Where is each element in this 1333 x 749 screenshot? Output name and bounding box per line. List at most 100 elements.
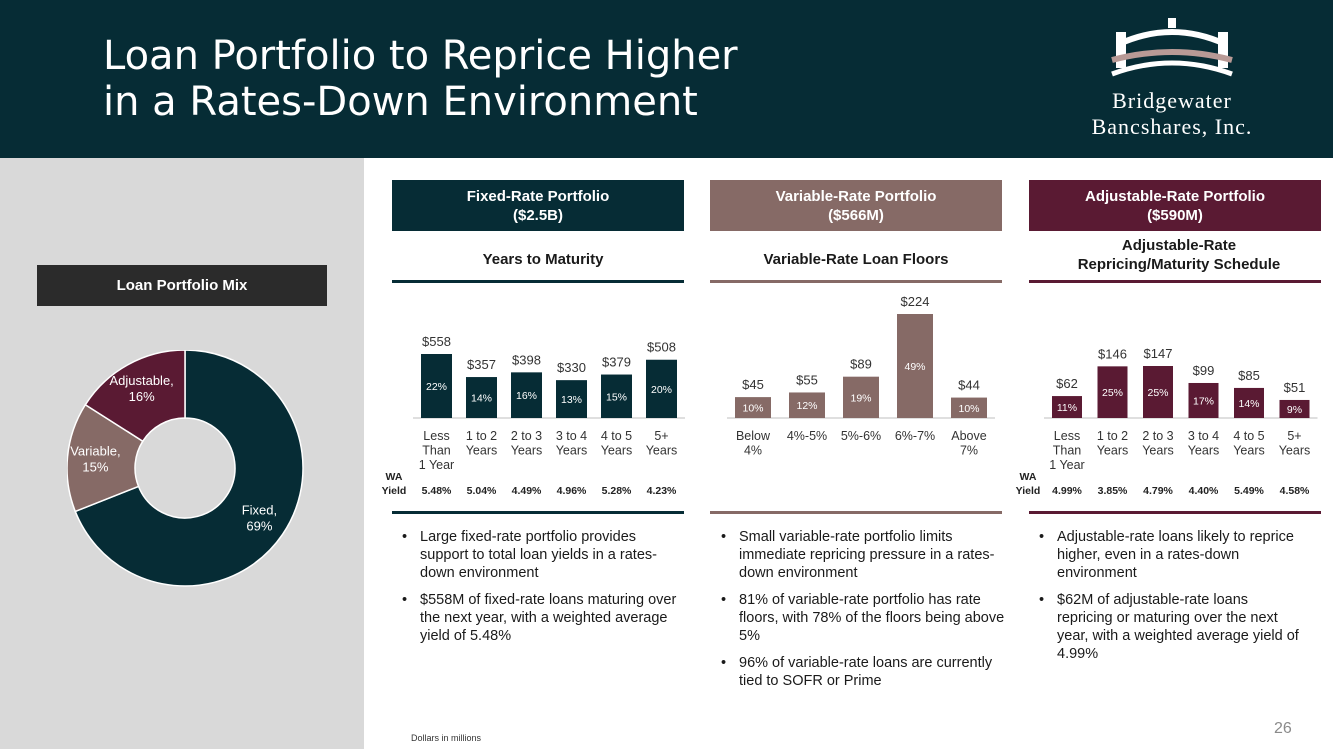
donut-label-adjustable-pct: 16% [129,389,155,404]
fixed-category-label-5-1: Years [646,444,678,458]
fixed-pct-label-5: 20% [651,384,672,396]
adjustable-value-label-3: $99 [1193,363,1215,378]
variable-bullet-3: 96% of variable-rate loans are currently… [719,654,1005,690]
variable-pct-label-2: 19% [850,392,871,404]
fixed-bar-5 [646,359,677,418]
adjustable-wa-label-line-2: Yield [1016,485,1041,497]
donut-slice-variable [67,403,144,513]
fixed-bar-2 [511,372,542,418]
fixed-category-label-0-0: Less [423,429,449,443]
variable-category-label-0-1: 4% [744,444,762,458]
donut-label-adjustable-name: Adjustable, [109,373,173,388]
adjustable-category-label-1-1: Years [1097,444,1129,458]
fixed-category-label-5-0: 5+ [654,429,668,443]
variable-value-label-3: $224 [901,294,930,309]
variable-bar-4 [951,397,987,418]
adjustable-category-label-5-0: 5+ [1287,429,1301,443]
adjustable-yield-2: 4.79% [1143,485,1173,497]
logo-line-2: Bancshares, Inc. [1091,114,1253,139]
fixed-category-label-2-1: Years [511,444,543,458]
variable-bar-2 [843,376,879,418]
variable-pct-label-1: 12% [796,400,817,412]
variable-bar-0 [735,397,771,418]
adjustable-value-label-0: $62 [1056,376,1078,391]
fixed-category-label-4-0: 4 to 5 [601,429,632,443]
adjustable-value-label-5: $51 [1284,380,1306,395]
donut-label-variable-name: Variable, [70,444,120,459]
variable-category-label-0-0: Below [736,429,771,443]
donut-slice-adjustable [84,350,186,443]
fixed-category-label-1-0: 1 to 2 [466,429,497,443]
variable-value-label-2: $89 [850,357,872,372]
fixed-top-rule [392,280,684,283]
adjustable-bottom-rule [1029,511,1321,514]
variable-bottom-rule [710,511,1002,514]
header-band: Loan Portfolio to Reprice Higher in a Ra… [0,0,1333,158]
variable-category-label-3-0: 6%-7% [895,429,935,443]
donut-label-fixed-name: Fixed, [242,503,277,518]
fixed-value-label-3: $330 [557,360,586,375]
adjustable-bar-4 [1234,387,1264,418]
fixed-yield-3: 4.96% [557,485,587,497]
fixed-value-label-1: $357 [467,357,496,372]
page-title: Loan Portfolio to Reprice Higher in a Ra… [103,33,738,125]
fixed-category-label-1-1: Years [466,444,498,458]
fixed-category-label-3-0: 3 to 4 [556,429,587,443]
fixed-pct-label-1: 14% [471,393,492,405]
fixed-value-label-2: $398 [512,352,541,367]
adjustable-category-label-2-1: Years [1142,444,1174,458]
variable-rate-header: Variable-Rate Portfolio ($566M) [710,180,1002,231]
adjustable-bullet-list: Adjustable-rate loans likely to reprice … [1037,528,1307,672]
variable-category-label-4-0: Above [951,429,986,443]
donut-label-variable-pct: 15% [82,460,108,475]
variable-chart-title: Variable-Rate Loan Floors [763,251,949,268]
adjustable-rate-header-amount: ($590M) [1147,206,1203,224]
variable-bullet-1: Small variable-rate portfolio limits imm… [719,528,1005,582]
fixed-wa-label-line-2: Yield [382,485,407,497]
title-line-1: Loan Portfolio to Reprice Higher [103,33,738,79]
adjustable-yield-1: 3.85% [1098,485,1128,497]
adjustable-yield-3: 4.40% [1189,485,1219,497]
adjustable-pct-label-1: 25% [1102,387,1123,399]
fixed-value-label-4: $379 [602,355,631,370]
adjustable-category-label-0-0: Less [1054,429,1080,443]
adjustable-value-label-4: $85 [1238,368,1260,383]
fixed-bottom-rule [392,511,684,514]
fixed-value-label-5: $508 [647,340,676,355]
adjustable-category-label-3-1: Years [1188,444,1220,458]
variable-top-rule [710,280,1002,283]
variable-value-label-4: $44 [958,378,980,393]
adjustable-bar-3 [1188,382,1219,418]
adjustable-bullet-2: $62M of adjustable-rate loans repricing … [1037,591,1307,663]
adjustable-pct-label-3: 17% [1193,395,1214,407]
fixed-bar-3 [556,380,587,418]
fixed-bar-4 [601,374,632,418]
title-line-2: in a Rates-Down Environment [103,79,698,125]
adjustable-yield-5: 4.58% [1280,485,1310,497]
variable-pct-label-0: 10% [742,403,763,415]
variable-bar-3 [897,314,933,418]
variable-rate-header-title: Variable-Rate Portfolio [775,187,937,205]
adjustable-pct-label-0: 11% [1057,402,1077,414]
adjustable-bar-2 [1143,366,1173,418]
adjustable-yield-0: 4.99% [1052,485,1082,497]
bridge-logo-icon [1111,18,1233,77]
portfolio-mix-panel [0,158,364,749]
adjustable-yield-4: 5.49% [1234,485,1264,497]
fixed-category-label-0-2: 1 Year [419,458,454,472]
adjustable-category-label-3-0: 3 to 4 [1188,429,1219,443]
fixed-bar-0 [421,354,452,418]
fixed-rate-header-title: Fixed-Rate Portfolio [466,187,610,205]
adjustable-chart-title: Adjustable-Rate Repricing/Maturity Sched… [1029,236,1329,274]
fixed-category-label-3-1: Years [556,444,588,458]
fixed-wa-label-line-1: WA [386,471,403,483]
fixed-category-label-0-1: Than [422,444,451,458]
adjustable-category-label-4-0: 4 to 5 [1233,429,1264,443]
fixed-bar-1 [466,377,497,418]
fixed-chart-title: Years to Maturity [482,251,604,268]
fixed-category-label-2-0: 2 to 3 [511,429,542,443]
adjustable-pct-label-5: 9% [1287,404,1302,416]
fixed-bullet-2: $558M of fixed-rate loans maturing over … [400,591,684,645]
fixed-yield-4: 5.28% [602,485,632,497]
adjustable-rate-header-title: Adjustable-Rate Portfolio [1084,187,1265,205]
